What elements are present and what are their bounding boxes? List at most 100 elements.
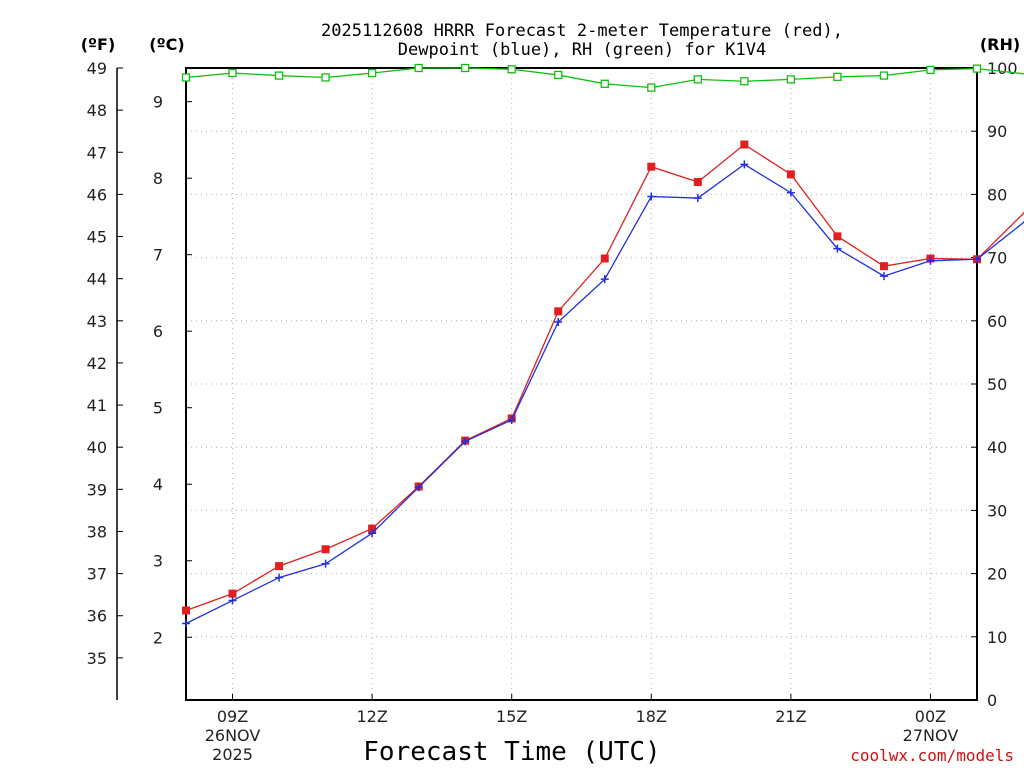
rh-point: [879, 71, 889, 80]
rh-unit-label: (RH): [980, 35, 1020, 54]
rh-point: [228, 68, 237, 78]
x-axis-label: Forecast Time (UTC): [363, 737, 660, 767]
celsius-tick-label: 6: [153, 322, 163, 341]
temperature-point: [554, 307, 563, 316]
x-tick-label: 15Z: [496, 707, 527, 726]
rh-tick-label: 0: [987, 691, 997, 710]
fahrenheit-tick-label: 39: [87, 480, 107, 499]
dewpoint-point: [182, 619, 190, 628]
x-tick-label: 27NOV: [903, 726, 959, 745]
dewpoint-point: [461, 437, 470, 446]
temperature-point: [600, 254, 609, 263]
fahrenheit-tick-label: 45: [87, 228, 107, 247]
rh-point: [972, 64, 982, 73]
temperature-point: [182, 606, 190, 615]
temperature-point: [647, 162, 656, 171]
fahrenheit-tick-label: 40: [87, 438, 107, 457]
celsius-tick-label: 8: [153, 169, 163, 188]
rh-tick-label: 60: [987, 312, 1007, 331]
rh-point: [181, 73, 191, 82]
rh-point: [833, 72, 842, 81]
fahrenheit-tick-label: 42: [87, 354, 107, 373]
fahrenheit-tick-label: 44: [87, 270, 107, 289]
temperature-point: [693, 178, 702, 187]
rh-point: [554, 70, 563, 80]
temperature-point: [368, 524, 377, 533]
fahrenheit-tick-label: 49: [87, 59, 107, 78]
x-tick-label: 2025: [212, 745, 253, 764]
celsius-unit-label: (ºC): [149, 35, 184, 54]
rh-tick-label: 90: [987, 122, 1007, 141]
dewpoint-line: [185, 163, 1024, 625]
series-dewpoint: [182, 160, 1024, 628]
fahrenheit-tick-label: 37: [87, 565, 107, 584]
dewpoint-point: [786, 188, 795, 197]
dewpoint-point: [414, 483, 423, 492]
x-tick-label: 18Z: [636, 707, 667, 726]
rh-point: [740, 77, 749, 86]
rh-point: [786, 75, 796, 84]
fahrenheit-tick-label: 48: [87, 101, 107, 120]
rh-point: [926, 65, 935, 75]
celsius-tick-label: 3: [153, 552, 163, 571]
dewpoint-point: [321, 559, 330, 568]
celsius-tick-label: 9: [153, 93, 163, 112]
rh-point: [414, 63, 423, 73]
series-rh: [181, 63, 1024, 92]
dewpoint-point: [693, 194, 702, 203]
temperature-point: [228, 589, 237, 598]
rh-point: [693, 75, 702, 84]
axes: 3536373839404142434445464748492345678901…: [87, 59, 1018, 764]
rh-tick-label: 10: [987, 628, 1007, 647]
celsius-tick-label: 4: [153, 475, 163, 494]
dewpoint-point: [926, 256, 935, 265]
rh-tick-label: 70: [987, 249, 1007, 268]
series-layer: [181, 63, 1024, 628]
celsius-tick-label: 7: [153, 246, 163, 265]
rh-point: [274, 71, 284, 80]
rh-point: [367, 68, 377, 78]
fahrenheit-tick-label: 36: [87, 607, 107, 626]
dewpoint-point: [554, 318, 563, 327]
fahrenheit-tick-label: 47: [87, 143, 107, 162]
x-tick-label: 21Z: [775, 707, 806, 726]
rh-point: [507, 65, 516, 74]
dewpoint-point: [600, 275, 609, 284]
rh-point: [647, 83, 656, 92]
temperature-point: [321, 545, 330, 554]
dewpoint-point: [647, 192, 656, 201]
fahrenheit-tick-label: 43: [87, 312, 107, 331]
fahrenheit-tick-label: 41: [87, 396, 107, 415]
x-tick-label: 12Z: [356, 707, 387, 726]
dewpoint-point: [368, 529, 377, 538]
fahrenheit-tick-label: 46: [87, 185, 107, 204]
dewpoint-point: [507, 415, 516, 424]
dewpoint-point: [879, 272, 888, 281]
temperature-line: [185, 143, 1024, 612]
x-tick-label: 09Z: [217, 707, 248, 726]
temperature-point: [275, 562, 284, 571]
fahrenheit-unit-label: (ºF): [81, 35, 116, 54]
rh-tick-label: 100: [987, 59, 1018, 78]
rh-line: [185, 67, 1024, 89]
temperature-point: [879, 262, 888, 271]
rh-tick-label: 20: [987, 565, 1007, 584]
rh-tick-label: 30: [987, 501, 1007, 520]
fahrenheit-tick-label: 35: [87, 649, 107, 668]
gridlines: [186, 68, 977, 700]
rh-point: [321, 73, 330, 82]
fahrenheit-tick-label: 38: [87, 522, 107, 541]
dewpoint-point: [228, 596, 237, 605]
rh-tick-label: 40: [987, 438, 1007, 457]
chart-title: 2025112608 HRRR Forecast 2-meter Tempera…: [321, 21, 843, 41]
rh-tick-label: 80: [987, 185, 1007, 204]
credit-text: coolwx.com/models: [850, 746, 1014, 765]
temperature-point: [786, 170, 795, 179]
x-tick-label: 00Z: [915, 707, 946, 726]
dewpoint-point: [275, 573, 284, 582]
rh-point: [461, 63, 470, 73]
celsius-tick-label: 2: [153, 628, 163, 647]
x-tick-label: 26NOV: [205, 726, 261, 745]
dewpoint-point: [740, 160, 749, 169]
